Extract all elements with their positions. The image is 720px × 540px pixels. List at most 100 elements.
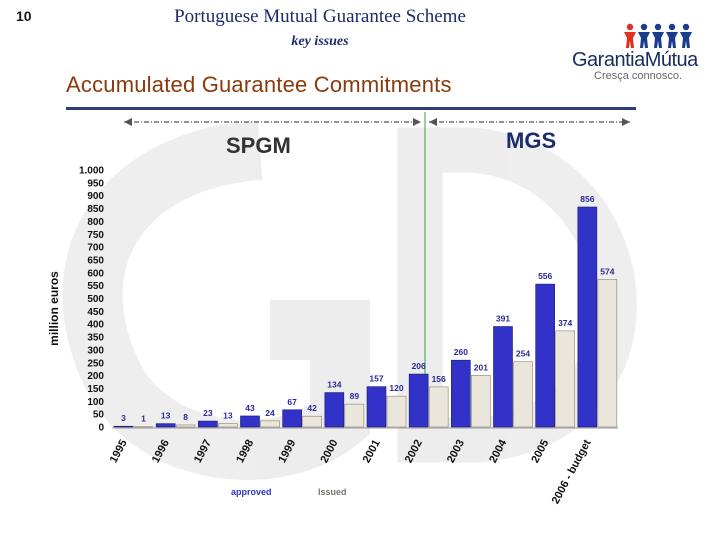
bar-issued — [513, 361, 533, 428]
y-tick-label: 700 — [87, 243, 104, 254]
legend-approved: approved — [231, 487, 272, 497]
bar-issued — [302, 415, 322, 428]
logo-tagline: Cresça connosco. — [594, 70, 683, 82]
person-body-icon — [624, 32, 636, 48]
y-tick-label: 250 — [87, 358, 104, 369]
person-body-icon — [666, 32, 678, 48]
data-label-issued: 42 — [307, 403, 317, 413]
data-label-issued: 13 — [223, 411, 233, 421]
bar-approved — [493, 326, 513, 428]
data-label-approved: 157 — [369, 374, 383, 384]
data-label-issued: 89 — [350, 391, 360, 401]
person-head-icon — [640, 23, 648, 31]
data-label-issued: 201 — [474, 362, 488, 372]
arrow-left-icon — [429, 118, 437, 126]
bar-issued — [555, 330, 575, 428]
data-label-issued: 120 — [389, 383, 403, 393]
bar-approved — [240, 415, 260, 428]
bar-approved — [198, 420, 218, 428]
bar-issued — [386, 395, 407, 428]
bar-approved — [282, 409, 302, 428]
y-tick-label: 600 — [87, 268, 104, 279]
y-tick-label: 750 — [87, 230, 104, 241]
x-tick-label: 2001 — [361, 438, 383, 465]
data-label-approved: 391 — [496, 314, 510, 324]
y-tick-label: 500 — [87, 294, 104, 305]
y-tick-label: 200 — [87, 371, 104, 382]
data-label-approved: 206 — [412, 361, 426, 371]
bar-approved — [577, 206, 598, 428]
data-label-issued: 254 — [516, 349, 530, 359]
bar-issued — [260, 420, 280, 428]
slide-subtitle: key issues — [291, 34, 349, 49]
logo-name: GarantiaMútua — [572, 49, 698, 71]
arrow-right-icon — [413, 118, 421, 126]
y-tick-label: 650 — [87, 255, 104, 266]
y-tick-label: 1.000 — [79, 166, 104, 177]
chart-heading: Accumulated Guarantee Commitments — [66, 72, 452, 97]
bar-approved — [451, 359, 471, 428]
y-tick-label: 550 — [87, 281, 104, 292]
y-tick-label: 950 — [87, 178, 104, 189]
bar-approved — [113, 425, 134, 428]
data-label-approved: 23 — [203, 408, 213, 418]
person-body-icon — [680, 32, 692, 48]
y-tick-label: 100 — [87, 397, 104, 408]
data-label-approved: 3 — [121, 413, 126, 423]
bar-issued — [218, 423, 238, 428]
bar-approved — [366, 386, 387, 428]
y-tick-label: 800 — [87, 217, 104, 228]
x-tick-label: 2006 - budget — [550, 437, 594, 506]
y-tick-label: 50 — [93, 410, 105, 421]
y-tick-label: 450 — [87, 307, 104, 318]
slide-title: Portuguese Mutual Guarantee Scheme — [174, 6, 466, 27]
person-head-icon — [682, 23, 690, 31]
bar-approved — [324, 392, 345, 428]
person-body-icon — [652, 32, 664, 48]
data-label-issued: 8 — [183, 412, 188, 422]
y-axis-label: million euros — [47, 271, 61, 346]
data-label-issued: 574 — [600, 266, 614, 276]
data-label-approved: 67 — [287, 397, 297, 407]
person-head-icon — [654, 23, 662, 31]
bar-issued — [344, 403, 365, 428]
period-label-mgs: MGS — [506, 128, 556, 153]
person-head-icon — [668, 23, 676, 31]
bar-issued — [471, 375, 491, 428]
person-body-icon — [638, 32, 650, 48]
data-label-approved: 134 — [327, 380, 341, 390]
y-tick-label: 400 — [87, 320, 104, 331]
data-label-approved: 13 — [161, 411, 171, 421]
arrow-left-icon — [124, 118, 132, 126]
legend-issued: Issued — [318, 487, 347, 497]
y-tick-label: 150 — [87, 384, 104, 395]
data-label-issued: 24 — [265, 408, 275, 418]
bar-approved — [408, 373, 429, 428]
person-head-icon — [626, 23, 634, 31]
page-number: 10 — [16, 8, 32, 24]
data-label-approved: 43 — [245, 403, 255, 413]
y-tick-label: 350 — [87, 333, 104, 344]
data-label-issued: 156 — [432, 374, 446, 384]
bar-approved — [535, 283, 555, 428]
data-label-approved: 556 — [538, 271, 552, 281]
bar-issued — [175, 424, 196, 428]
data-label-issued: 374 — [558, 318, 572, 328]
bar-issued — [428, 386, 449, 428]
data-label-approved: 260 — [454, 347, 468, 357]
bar-issued — [597, 279, 618, 428]
y-tick-label: 300 — [87, 345, 104, 356]
y-tick-label: 900 — [87, 191, 104, 202]
garantia-mutua-logo: GarantiaMútua Cresça connosco. — [568, 22, 704, 86]
data-label-issued: 1 — [141, 414, 146, 424]
y-tick-label: 850 — [87, 204, 104, 215]
data-label-approved: 856 — [580, 194, 594, 204]
people-icon — [624, 23, 692, 48]
bar-approved — [155, 423, 176, 428]
x-tick-label: 1995 — [108, 438, 130, 465]
y-tick-label: 0 — [98, 423, 104, 434]
heading-rule — [66, 107, 636, 110]
period-label-spgm: SPGM — [226, 133, 291, 158]
arrow-right-icon — [622, 118, 630, 126]
